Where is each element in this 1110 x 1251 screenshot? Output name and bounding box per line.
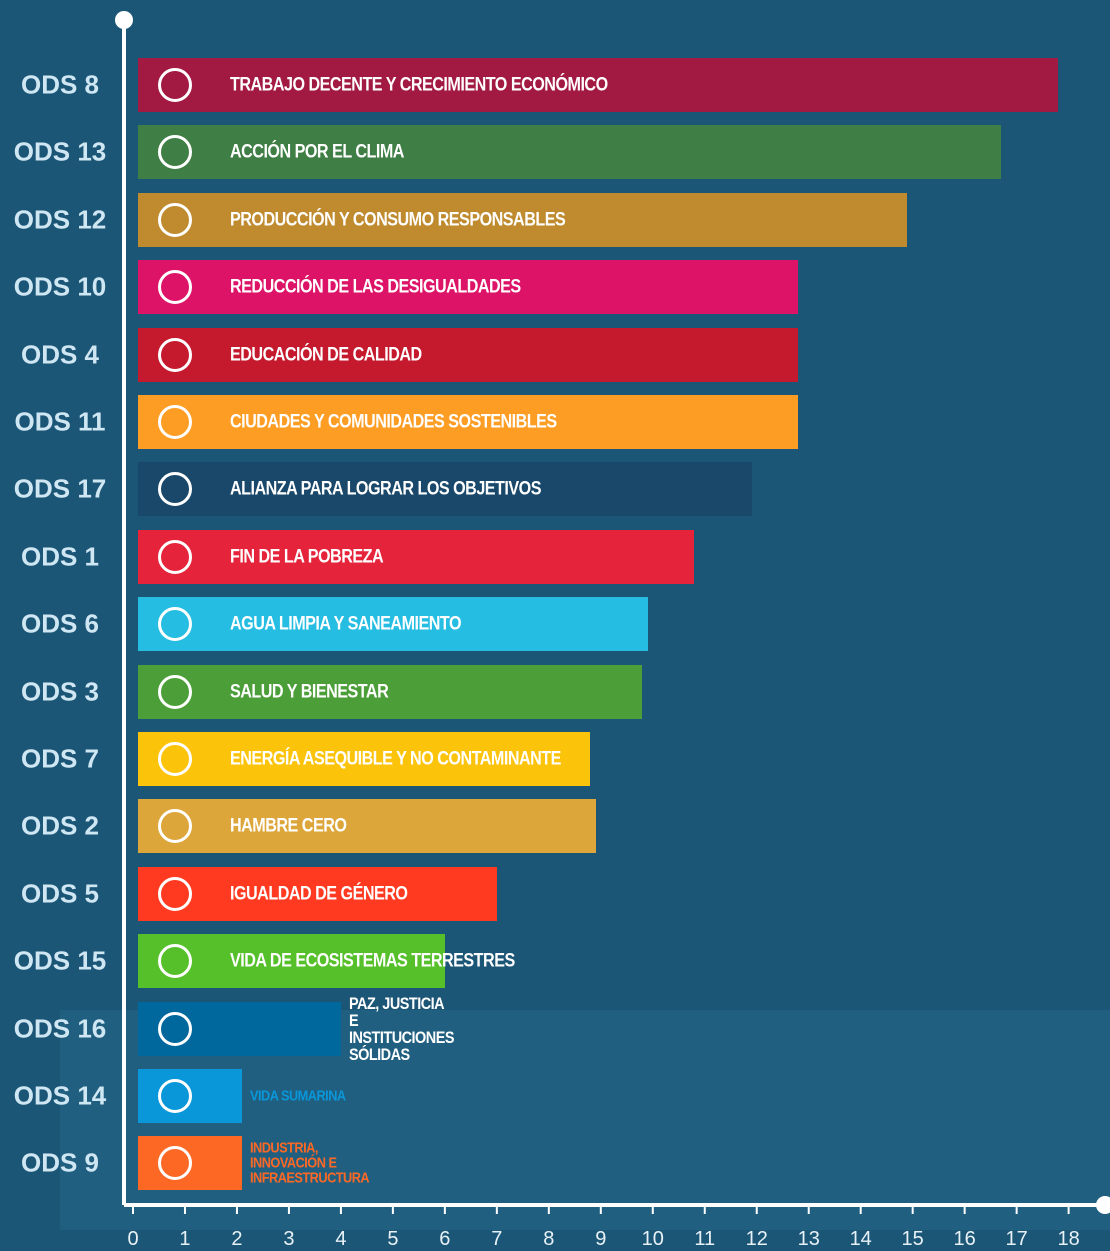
x-tick-label: 16 xyxy=(954,1228,976,1251)
category-label: ODS 10 xyxy=(0,272,120,303)
x-tick-label: 4 xyxy=(335,1228,346,1251)
goal-label: FIN DE LA POBREZA xyxy=(230,547,383,566)
goal-label: PAZ, JUSTICIA E INSTITUCIONES SÓLIDAS xyxy=(349,995,451,1063)
x-tick-label: 5 xyxy=(387,1228,398,1251)
x-tick-label: 3 xyxy=(283,1228,294,1251)
goal-icon xyxy=(158,405,192,439)
goal-icon xyxy=(158,675,192,709)
bar xyxy=(138,530,694,584)
x-tick-label: 17 xyxy=(1006,1228,1028,1251)
category-label: ODS 17 xyxy=(0,474,120,505)
bar xyxy=(138,665,642,719)
category-label: ODS 2 xyxy=(0,811,120,842)
goal-label: HAMBRE CERO xyxy=(230,817,346,836)
category-label: ODS 13 xyxy=(0,137,120,168)
chart: 0123456789101112131415161718ODS 8TRABAJO… xyxy=(0,0,1110,1250)
x-tick-label: 14 xyxy=(850,1228,872,1251)
goal-label: IGUALDAD DE GÉNERO xyxy=(230,884,407,903)
goal-icon xyxy=(158,944,192,978)
goal-icon xyxy=(158,1079,192,1113)
goal-icon xyxy=(158,540,192,574)
x-tick-label: 11 xyxy=(694,1228,715,1251)
goal-label: AGUA LIMPIA Y SANEAMIENTO xyxy=(230,615,461,634)
goal-label: REDUCCIÓN DE LAS DESIGUALDADES xyxy=(230,278,521,297)
goal-label: ALIANZA PARA LOGRAR LOS OBJETIVOS xyxy=(230,480,541,499)
x-tick-label: 10 xyxy=(642,1228,664,1251)
goal-icon xyxy=(158,742,192,776)
x-tick-label: 1 xyxy=(179,1228,190,1251)
x-tick-label: 9 xyxy=(595,1228,606,1251)
x-tick-label: 7 xyxy=(491,1228,502,1251)
axis-end xyxy=(115,11,133,29)
goal-label: INDUSTRIA, INNOVACIÓN E INFRAESTRUCTURA xyxy=(250,1141,352,1186)
category-label: ODS 9 xyxy=(0,1148,120,1179)
category-label: ODS 4 xyxy=(0,339,120,370)
goal-icon xyxy=(158,1012,192,1046)
goal-label: PRODUCCIÓN Y CONSUMO RESPONSABLES xyxy=(230,210,565,229)
bar xyxy=(138,799,596,853)
category-label: ODS 11 xyxy=(0,407,120,438)
category-label: ODS 8 xyxy=(0,70,120,101)
x-tick-label: 0 xyxy=(127,1228,138,1251)
goal-icon xyxy=(158,270,192,304)
goal-icon xyxy=(158,607,192,641)
category-label: ODS 3 xyxy=(0,676,120,707)
goal-icon xyxy=(158,203,192,237)
goal-label: VIDA SUMARINA xyxy=(250,1089,352,1104)
goal-label: EDUCACIÓN DE CALIDAD xyxy=(230,345,422,364)
x-tick-label: 18 xyxy=(1057,1228,1079,1251)
category-label: ODS 12 xyxy=(0,204,120,235)
category-label: ODS 5 xyxy=(0,878,120,909)
x-tick-label: 2 xyxy=(231,1228,242,1251)
goal-label: ACCIÓN POR EL CLIMA xyxy=(230,143,404,162)
x-tick-label: 8 xyxy=(543,1228,554,1251)
x-tick-label: 13 xyxy=(798,1228,820,1251)
category-label: ODS 14 xyxy=(0,1081,120,1112)
goal-label: VIDA DE ECOSISTEMAS TERRESTRES xyxy=(230,952,515,971)
x-tick-label: 15 xyxy=(902,1228,924,1251)
category-label: ODS 7 xyxy=(0,744,120,775)
goal-icon xyxy=(158,877,192,911)
category-label: ODS 15 xyxy=(0,946,120,977)
goal-label: ENERGÍA ASEQUIBLE Y NO CONTAMINANTE xyxy=(230,750,561,769)
category-label: ODS 6 xyxy=(0,609,120,640)
goal-icon xyxy=(158,68,192,102)
goal-icon xyxy=(158,338,192,372)
goal-label: CIUDADES Y COMUNIDADES SOSTENIBLES xyxy=(230,413,557,432)
goal-label: TRABAJO DECENTE Y CRECIMIENTO ECONÓMICO xyxy=(230,76,608,95)
category-label: ODS 1 xyxy=(0,541,120,572)
x-tick-label: 12 xyxy=(746,1228,768,1251)
x-tick-label: 6 xyxy=(439,1228,450,1251)
category-label: ODS 16 xyxy=(0,1013,120,1044)
goal-label: SALUD Y BIENESTAR xyxy=(230,682,388,701)
